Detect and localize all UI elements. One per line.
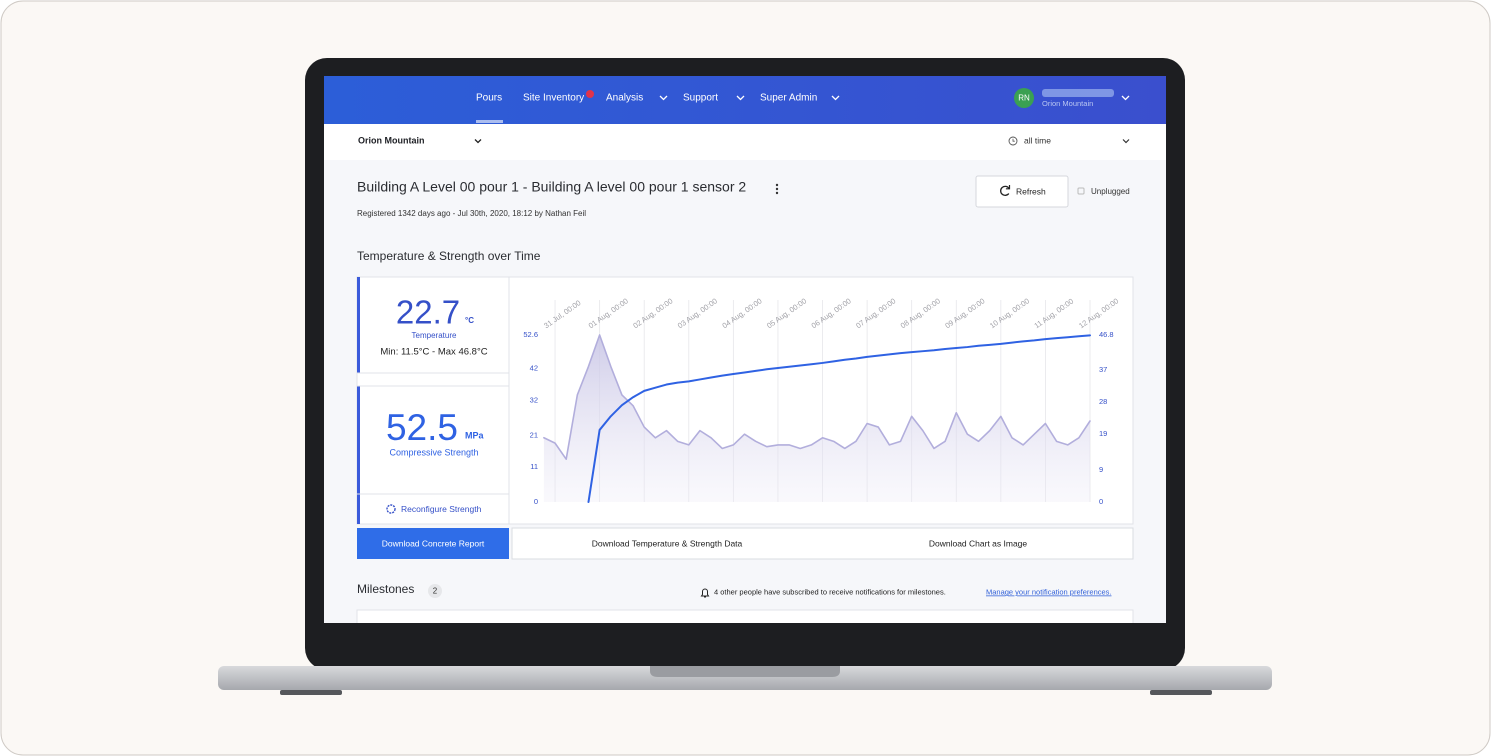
milestones-card: [356, 609, 1134, 623]
sensor-subtitle: Registered 1342 days ago - Jul 30th, 202…: [357, 209, 586, 218]
nav-item[interactable]: Site Inventory: [523, 93, 584, 104]
milestones-count: 2: [433, 587, 438, 596]
report-button-label: Download Concrete Report: [382, 538, 485, 548]
strength-unit: MPa: [465, 430, 485, 440]
laptop-foot: [280, 690, 342, 695]
download-image[interactable]: Download Chart as Image: [929, 538, 1028, 548]
temperature-line: [543, 334, 1091, 460]
temperature-range: Min: 11.5°C - Max 46.8°C: [380, 347, 487, 358]
avatar-initials: RN: [1018, 94, 1030, 103]
temperature-area: [543, 335, 1090, 502]
y-tick-label: 32: [530, 395, 538, 404]
y2-tick-label: 9: [1099, 465, 1103, 474]
y2-tick-label: 28: [1099, 397, 1107, 406]
nav-chevrons: [659, 95, 1130, 101]
range-select[interactable]: all time: [1024, 135, 1051, 145]
y2-tick-label: 46.8: [1099, 330, 1114, 339]
site-select[interactable]: Orion Mountain: [358, 135, 425, 145]
refresh-button[interactable]: [975, 175, 1069, 208]
nav-item[interactable]: Pours: [476, 93, 502, 104]
strength-line: [587, 334, 1091, 503]
y-tick-label: 42: [530, 364, 538, 373]
y-tick-label: 0: [534, 497, 538, 506]
navbar: [324, 76, 1166, 124]
section-title: Temperature & Strength over Time: [357, 249, 541, 263]
preferences-link[interactable]: Manage your notification preferences.: [986, 587, 1112, 596]
nav-badge: [586, 90, 594, 98]
y2-tick-label: 37: [1099, 365, 1107, 374]
laptop-foot: [1150, 690, 1212, 695]
status: Unplugged: [1091, 187, 1130, 196]
y-tick-label: 52.6: [523, 330, 538, 339]
milestones-notice: 4 other people have subscribed to receiv…: [714, 587, 946, 596]
laptop-base: [218, 666, 1272, 690]
laptop-notch: [650, 666, 840, 677]
user-site: Orion Mountain: [1042, 99, 1093, 108]
report-button[interactable]: [357, 528, 509, 559]
gear-icon: [386, 504, 396, 514]
kebab-icon[interactable]: [775, 183, 779, 195]
temperature-label: Temperature: [412, 331, 457, 340]
download-bar: [511, 527, 1134, 560]
milestones-title: Milestones: [357, 582, 414, 596]
bell-icon: [700, 588, 710, 598]
panel-accent: [357, 386, 360, 524]
nav-item[interactable]: Super Admin: [760, 93, 817, 104]
avatar[interactable]: [1014, 88, 1034, 108]
sensor-title: Building A Level 00 pour 1 - Building A …: [357, 179, 746, 195]
temperature-value: 22.7: [396, 294, 460, 331]
y2-tick-label: 0: [1099, 497, 1103, 506]
strength-label: Compressive Strength: [389, 447, 478, 457]
y2-tick-label: 19: [1099, 429, 1107, 438]
temperature-unit: °C: [465, 316, 474, 325]
download-data[interactable]: Download Temperature & Strength Data: [592, 538, 743, 548]
user-name-blurred: [1042, 89, 1114, 97]
refresh-icon: [1000, 185, 1010, 196]
plug-icon: [1077, 187, 1085, 195]
clock-icon: [1008, 136, 1018, 146]
nav-active: [476, 120, 503, 123]
chevron: [1122, 139, 1130, 144]
nav-item[interactable]: Support: [683, 93, 718, 104]
refresh-label: Refresh: [1016, 186, 1046, 196]
y-tick-label: 21: [530, 430, 538, 439]
nav-item[interactable]: Analysis: [606, 93, 643, 104]
y-tick-label: 11: [530, 462, 538, 471]
count-badge: [428, 584, 442, 598]
panel-accent: [357, 277, 360, 373]
screen: Pours Site Inventory Analysis Support Su…: [324, 76, 1166, 623]
clock-hand: [1012, 138, 1015, 142]
chevron: [474, 139, 482, 144]
toolbar: [324, 124, 1166, 160]
strength-value: 52.5: [386, 407, 458, 448]
refresh-icon: [1005, 185, 1011, 190]
reconfigure-link[interactable]: Reconfigure Strength: [401, 504, 482, 514]
